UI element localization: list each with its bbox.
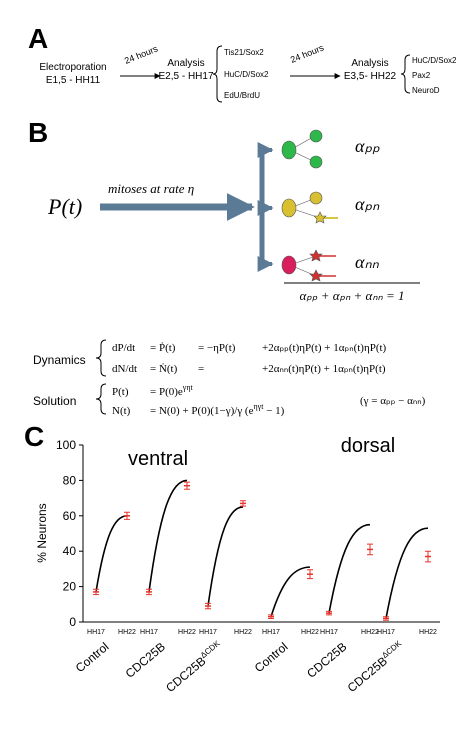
stage-label: HH22 (234, 629, 252, 636)
group-label: CDC25BΔCDK (344, 638, 407, 695)
model-curve (95, 515, 128, 593)
eq-term: = Ṅ(t) (150, 363, 178, 375)
group-name: Control (252, 640, 291, 676)
model-curve (385, 527, 429, 619)
interval: 24 hours (123, 43, 160, 66)
group-name: CDC25B (304, 640, 349, 681)
y-tick-label: 80 (63, 473, 77, 487)
source: P(t) (47, 194, 82, 219)
step-subtitle: E3,5- HH22 (344, 71, 397, 82)
panel-label: C (24, 421, 44, 452)
eq-note: (γ = αₚₚ − αₙₙ) (360, 395, 426, 407)
step-subtitle: E1,5 - HH11 (46, 75, 101, 86)
brace (95, 339, 107, 377)
outcome: αₙₙ (355, 252, 380, 272)
step-title: Analysis (167, 58, 204, 69)
eq-term: dP/dt (112, 342, 135, 354)
group-label: CDC25B (304, 640, 349, 681)
panel-c: C % Neurons ventral dorsal 0 20 40 60 80 100 H… (24, 421, 440, 695)
outcome: αₚₙ (355, 194, 380, 214)
panel-a: A Electroporation E1,5 - HH11 24 hours A… (28, 23, 457, 103)
marker: NeuroD (412, 86, 440, 95)
stage-label: HH22 (361, 629, 379, 636)
step-title: Analysis (351, 58, 388, 69)
eq-term: N(t) (112, 405, 131, 417)
outcome: αₚₚ (355, 136, 380, 156)
eq-term: = Ṗ(t) (150, 342, 176, 354)
model-curve (207, 506, 244, 607)
y-tick-label: 40 (63, 544, 77, 558)
marker: Tis21/Sox2 (224, 48, 264, 57)
group-name: CDC25B (345, 654, 390, 695)
marker: HuC/D/Sox2 (224, 70, 269, 79)
marker: HuC/D/Sox2 (412, 56, 457, 65)
y-tick-label: 100 (56, 438, 76, 452)
group-name: CDC25B (123, 640, 168, 681)
eq-term: dN/dt (112, 363, 137, 375)
model-curve (328, 523, 371, 614)
region-label: ventral (128, 448, 188, 470)
panel-b: B P(t) mitoses at rate η αₚₚ αₚₙ αₙₙ αₚₚ… (28, 117, 426, 417)
eq-term: P(t) (112, 386, 129, 398)
group-name: Control (73, 640, 112, 676)
constraint: αₚₚ + αₚₙ + αₙₙ = 1 (299, 288, 404, 303)
stage-label: HH22 (178, 629, 196, 636)
eq-term: +2αₚₚ(t)ηP(t) + 1αₚₙ(t)ηP(t) (262, 342, 387, 354)
group-name: CDC25B (163, 654, 208, 695)
stage-label: HH22 (301, 629, 319, 636)
stage-label: HH22 (419, 629, 437, 636)
step-title: Electroporation (39, 62, 106, 73)
panel-label: A (28, 23, 48, 54)
marker: Pax2 (412, 71, 431, 80)
stage-label: HH17 (320, 629, 338, 636)
stage-label: HH17 (87, 629, 105, 636)
cells-pn (281, 191, 338, 224)
group-name-sup: ΔCDK (380, 638, 403, 660)
y-axis-label: % Neurons (35, 503, 49, 562)
arrow-label: mitoses at rate η (108, 181, 194, 196)
marker: EdU/BrdU (224, 91, 260, 100)
group-label: CDC25BΔCDK (162, 638, 225, 695)
stage-label: HH17 (199, 629, 217, 636)
y-tick-label: 60 (63, 509, 77, 523)
eq-term: = −ηP(t) (198, 342, 236, 354)
group-label: Control (252, 640, 291, 676)
region-label: dorsal (341, 435, 395, 457)
cells-pp (281, 129, 323, 169)
group-name-sup: ΔCDK (199, 638, 222, 660)
interval: 24 hours (289, 42, 326, 65)
eq-label: Dynamics (33, 353, 86, 367)
stage-label: HH17 (140, 629, 158, 636)
group-label: CDC25B (123, 640, 168, 681)
eq-term: = (198, 363, 204, 375)
brace (212, 45, 223, 103)
y-tick-label: 0 (69, 615, 76, 629)
group-label: Control (73, 640, 112, 676)
brace (400, 54, 411, 94)
model-curve (270, 566, 311, 617)
stage-label: HH17 (377, 629, 395, 636)
model-curve (148, 479, 188, 593)
eq-term: = P(0)eγηt (150, 383, 194, 398)
step-subtitle: E2,5 - HH17 (158, 71, 213, 82)
eq-label: Solution (33, 394, 76, 408)
stage-label: HH22 (118, 629, 136, 636)
eq-term: = N(0) + P(0)(1−γ)/γ (eηγt − 1) (150, 402, 285, 417)
panel-label: B (28, 117, 48, 148)
eq-term: +2αₙₙ(t)ηP(t) + 1αₚₙ(t)ηP(t) (262, 363, 386, 375)
cells-nn (281, 249, 336, 282)
y-tick-label: 20 (63, 580, 77, 594)
brace (95, 383, 107, 415)
stage-label: HH17 (262, 629, 280, 636)
